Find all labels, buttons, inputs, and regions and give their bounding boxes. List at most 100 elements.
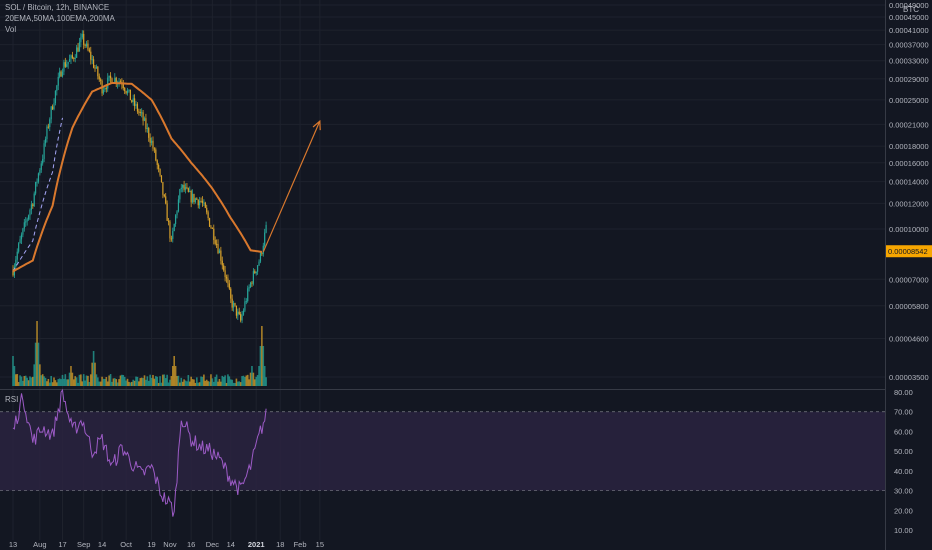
candle-body [114,77,116,83]
price-axis-label: 0.00018000 [889,142,929,151]
time-axis-label: Aug [33,540,46,549]
volume-bar [239,382,242,386]
candle-body [81,33,83,38]
time-axis-labels[interactable]: 13 Aug 17 Sep 14 Oct 19 Nov 16 Dec 14 2021 18 Feb 15 [9,540,324,549]
candle-body [238,311,240,315]
volume-bar [16,374,19,386]
volume-bar [47,378,50,386]
volume-bar [184,380,187,386]
volume-bar [160,382,163,386]
candle-body [252,271,254,284]
candle-body [132,98,134,102]
volume-bar [130,381,133,386]
candle-body [57,76,59,86]
candle-body [54,90,57,104]
volume-bar [104,378,106,386]
candle-body [70,55,72,60]
candle-body [12,269,14,276]
volume-bar [126,378,129,386]
volume-bar [84,380,86,386]
time-axis-label: Sep [77,540,90,549]
volume-bar [27,380,30,386]
candle-body [210,226,212,228]
candle-body [50,106,52,120]
volume-bar [74,376,77,386]
candle-body [160,175,163,183]
volume-bar [73,379,75,386]
candle-body [241,314,243,321]
candle-body [196,198,198,200]
volume-bar [135,376,137,386]
rsi-axis-label: 10.00 [894,526,913,535]
volume-bar [205,379,208,386]
candle-body [74,57,76,59]
volume-bar [225,382,228,386]
candle-body [42,158,44,164]
volume-bar [140,377,143,386]
candle-body [261,253,263,255]
candle-body [124,88,126,92]
candle-body [63,62,65,72]
volume-bar [229,379,232,386]
candle-body [98,76,100,80]
volume-bar [237,381,239,386]
candle-body [228,283,230,289]
candle-body [245,301,247,303]
current-price-tag: 0.00008542 [886,245,932,258]
volume-bar [31,376,34,386]
volume-bar [106,381,109,386]
volume-bar [245,375,248,386]
volume-bar [156,376,159,386]
volume-bar [252,372,255,386]
price-axis-label: 0.00003500 [889,373,929,382]
volume-bar [112,378,115,386]
candle-body [149,137,151,143]
candle-body [262,245,264,254]
candle-body [163,194,165,197]
candle-body [143,118,146,121]
time-axis-label: 18 [276,540,284,549]
rsi-axis-label: 20.00 [894,506,913,515]
rsi-axis-labels[interactable]: 80.00 70.00 60.00 50.00 40.00 30.00 20.00 10.00 [894,388,913,535]
volume-bar [92,351,95,386]
volume-bar [44,377,47,386]
volume-bar [258,366,260,386]
candle-body [204,202,206,208]
volume-bar [193,379,195,386]
candle-body [214,240,216,244]
volume-bar [64,374,67,386]
candle-body [244,301,246,311]
candle-body [125,91,127,94]
candle-body [158,164,160,169]
candle-body [20,234,23,240]
volume-bar [221,375,224,386]
price-axis-label: 0.00005800 [889,302,929,311]
time-axis-label: 14 [98,540,106,549]
volume-bar [91,362,93,386]
candle-body [97,66,99,77]
volume-bar [191,379,194,386]
volume-bar [167,382,170,386]
volume-bar [162,374,164,386]
candle-body [109,75,112,79]
time-axis-label: Nov [163,540,177,549]
volume-bar [249,372,252,386]
volume-bar [186,381,188,386]
price-candles [12,30,267,324]
candle-body [126,90,129,94]
volume-bar [19,375,21,386]
volume-bar [39,364,41,386]
volume-bar [147,380,150,386]
volume-bar [201,376,204,386]
candle-body [122,84,124,89]
price-axis-labels[interactable]: 0.00049000 0.00045000 0.00041000 0.00037000… [889,1,929,382]
volume-bar [58,378,61,386]
volume-bar [133,380,136,386]
candle-body [190,190,192,203]
candle-body [248,287,250,289]
candle-body [25,221,27,223]
volume-bar [30,377,33,386]
candle-body [119,81,122,83]
candle-body [61,71,64,77]
